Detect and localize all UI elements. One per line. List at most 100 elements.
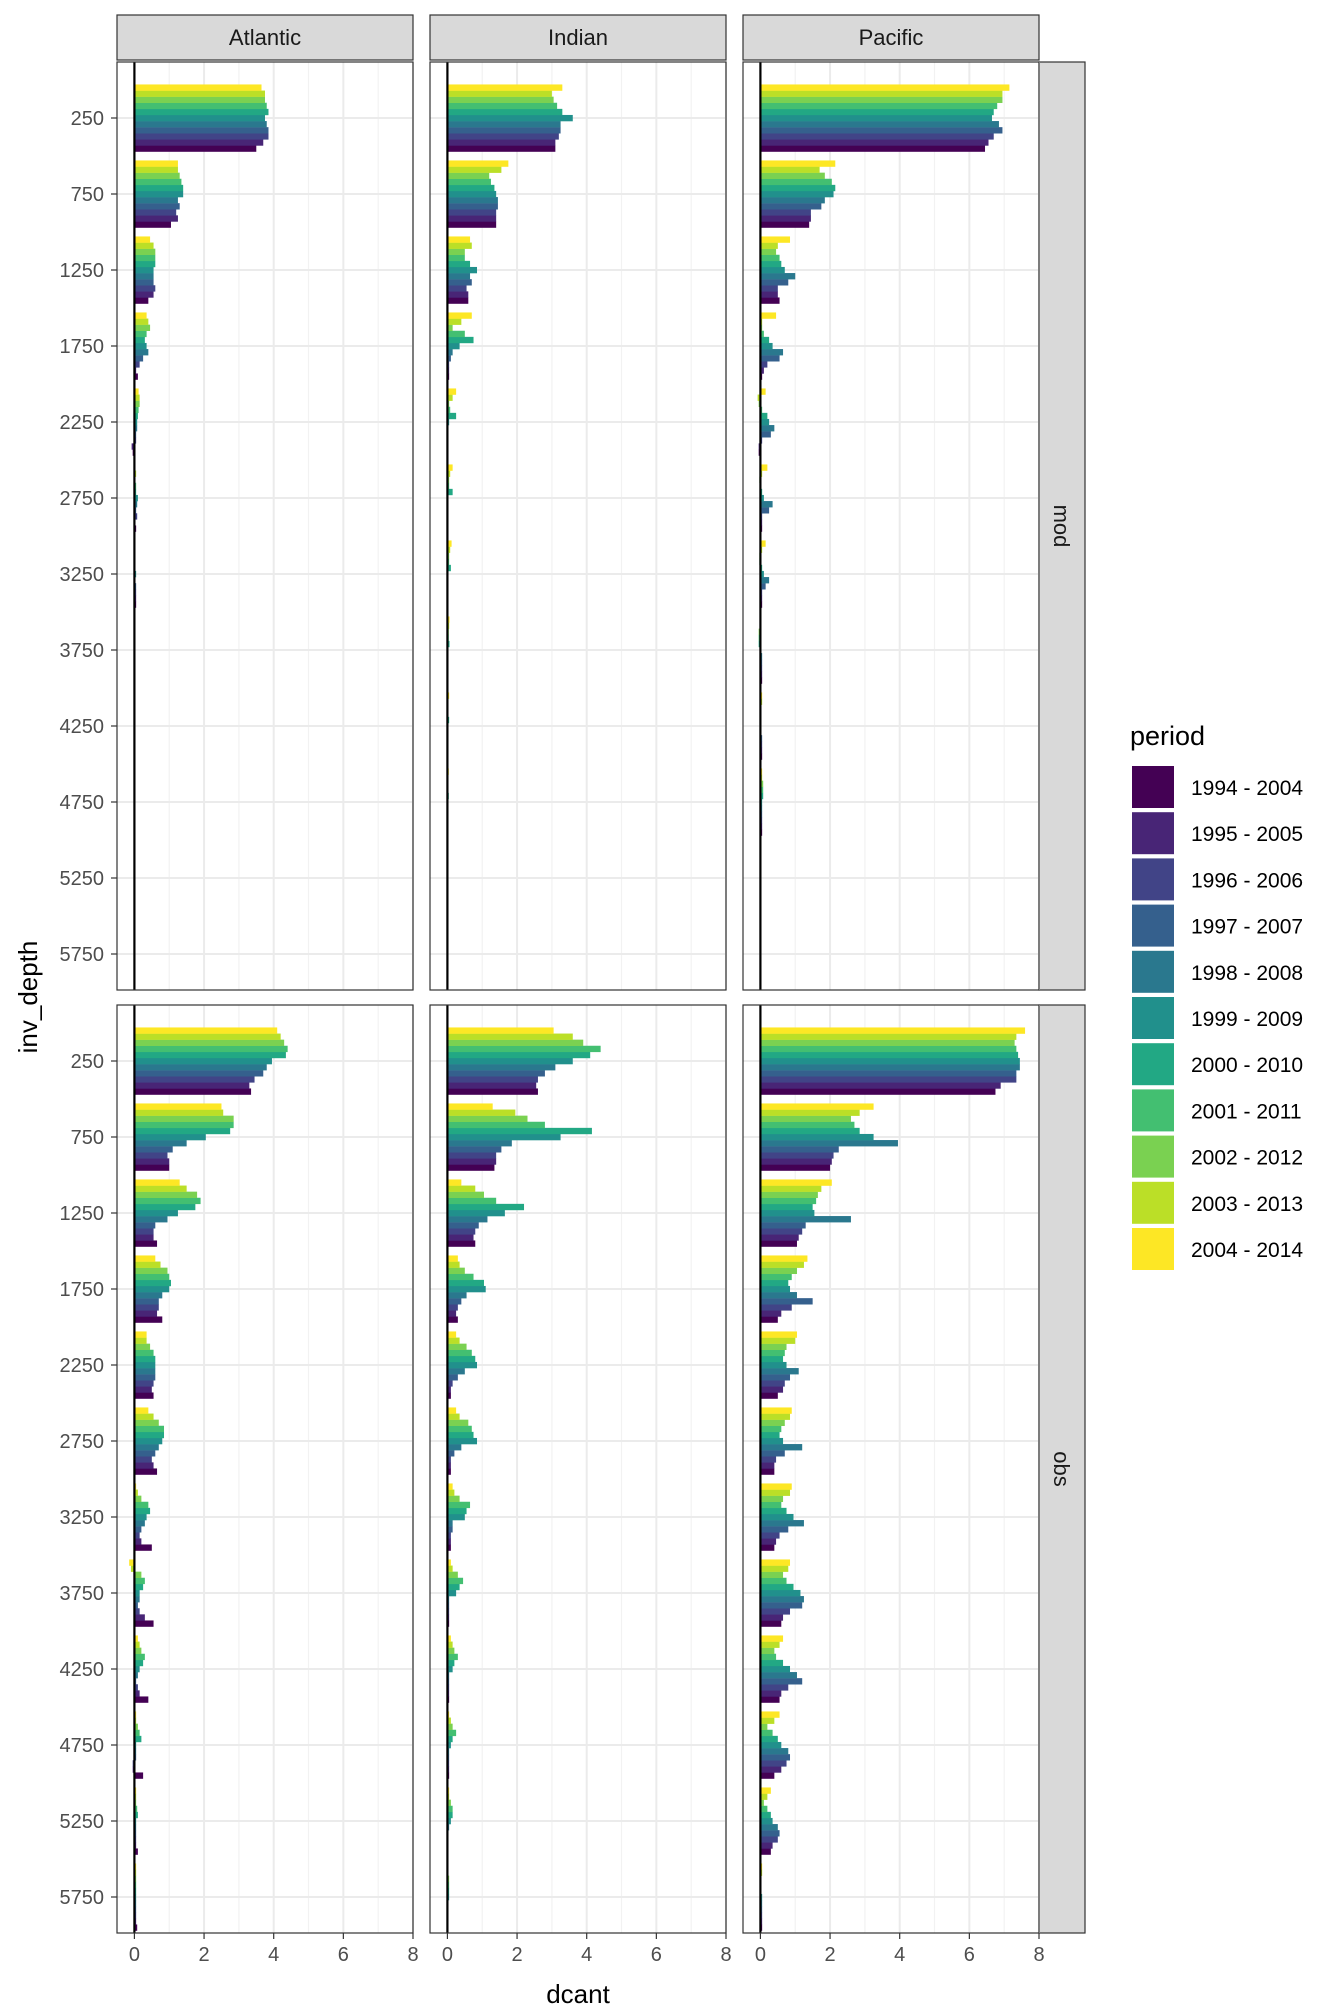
bar-pacific-obs-2250-1996-2006 bbox=[760, 1380, 785, 1387]
bar-pacific-obs-250-1995-2005 bbox=[760, 1082, 1001, 1089]
panel-pacific-obs bbox=[742, 1004, 1040, 1934]
bar-atlantic-obs-3750-1996-2006 bbox=[134, 1608, 140, 1615]
bar-pacific-mod-1250-2000-2010 bbox=[760, 260, 782, 268]
bar-pacific-mod-4750-2000-2010 bbox=[760, 792, 764, 800]
bar-atlantic-mod-1750-2000-2010 bbox=[134, 336, 145, 344]
bar-indian-obs-2750-1996-2006 bbox=[447, 1456, 451, 1463]
panel-atlantic-obs bbox=[116, 1004, 414, 1934]
bar-atlantic-obs-1750-1998-2008 bbox=[134, 1292, 163, 1299]
legend-key-1998-2008 bbox=[1132, 950, 1174, 993]
bar-indian-obs-2250-2004-2014 bbox=[447, 1331, 457, 1338]
bar-pacific-mod-4750-2002-2012 bbox=[760, 780, 764, 787]
legend-key-2000-2010 bbox=[1132, 1043, 1174, 1086]
bar-indian-obs-750-2004-2014 bbox=[447, 1103, 493, 1110]
bar-atlantic-mod-2750-1996-2006 bbox=[134, 513, 138, 520]
bar-pacific-mod-250-2004-2014 bbox=[760, 84, 1010, 91]
bar-indian-obs-750-1995-2005 bbox=[447, 1158, 497, 1165]
bar-pacific-obs-1750-1998-2008 bbox=[760, 1292, 797, 1299]
bar-atlantic-obs-2750-1995-2005 bbox=[134, 1462, 154, 1469]
bar-pacific-obs-4250-1994-2004 bbox=[760, 1696, 780, 1703]
bar-atlantic-obs-3750-1994-2004 bbox=[134, 1620, 154, 1627]
bar-indian-obs-3750-2001-2011 bbox=[447, 1577, 464, 1585]
bar-atlantic-obs-1750-2000-2010 bbox=[134, 1279, 171, 1287]
bar-indian-obs-3250-1997-2007 bbox=[447, 1526, 453, 1533]
bar-atlantic-obs-3250-2003-2013 bbox=[134, 1489, 138, 1496]
bar-atlantic-mod-750-1999-2009 bbox=[134, 190, 184, 198]
bar-atlantic-obs-1750-1997-2007 bbox=[134, 1298, 159, 1305]
bar-pacific-obs-1750-2002-2012 bbox=[760, 1267, 797, 1274]
strip-atlantic bbox=[116, 14, 414, 61]
bar-atlantic-mod-1250-1996-2006 bbox=[134, 285, 156, 292]
bar-pacific-mod-3250-1997-2007 bbox=[760, 583, 766, 590]
legend-label-1994-2004: 1994 - 2004 bbox=[1191, 777, 1303, 800]
bar-pacific-obs-250-2004-2014 bbox=[760, 1027, 1026, 1034]
x-tick-label-indian-2: 2 bbox=[511, 1944, 522, 1966]
bar-indian-mod-250-1996-2006 bbox=[447, 133, 559, 140]
bar-pacific-obs-5250-1994-2004 bbox=[760, 1848, 771, 1855]
bar-atlantic-obs-4250-1995-2005 bbox=[134, 1690, 140, 1697]
bar-pacific-obs-2250-2002-2012 bbox=[760, 1343, 787, 1350]
bar-pacific-obs-4750-2003-2013 bbox=[760, 1717, 775, 1724]
bar-atlantic-obs-2750-1996-2006 bbox=[134, 1456, 152, 1463]
bar-atlantic-obs-1250-2004-2014 bbox=[134, 1179, 180, 1186]
bar-indian-obs-4250-2001-2011 bbox=[447, 1653, 458, 1661]
x-tick-label-atlantic-0: 0 bbox=[129, 1944, 140, 1966]
bar-atlantic-obs-3750-1995-2005 bbox=[134, 1614, 145, 1621]
bar-pacific-mod-2250-2004-2014 bbox=[760, 388, 766, 395]
panel-border bbox=[116, 61, 414, 991]
bar-pacific-obs-5250-1998-2008 bbox=[760, 1824, 778, 1831]
bar-pacific-mod-250-1999-2009 bbox=[760, 114, 992, 122]
y-tick-label-mod-1750: 1750 bbox=[60, 336, 105, 358]
bar-indian-mod-250-2000-2010 bbox=[447, 108, 563, 116]
bar-pacific-mod-1750-2004-2014 bbox=[760, 312, 777, 319]
x-tick-label-atlantic-4: 4 bbox=[268, 1944, 279, 1966]
bar-indian-mod-2750-2000-2010 bbox=[447, 488, 453, 496]
bar-atlantic-obs-4750-2000-2010 bbox=[134, 1735, 142, 1743]
facet-row-strips: mod obs bbox=[1038, 61, 1086, 1934]
bar-indian-mod-1250-2002-2012 bbox=[447, 248, 465, 255]
bar-atlantic-obs-2750-2002-2012 bbox=[134, 1419, 159, 1426]
bar-atlantic-mod-250-1994-2004 bbox=[134, 145, 257, 152]
bar-pacific-obs-750-1997-2007 bbox=[760, 1146, 839, 1153]
bar-atlantic-obs-1750-1999-2009 bbox=[134, 1285, 170, 1293]
bar-pacific-obs-750-1996-2006 bbox=[760, 1152, 834, 1159]
bar-pacific-mod-250-1994-2004 bbox=[760, 145, 986, 152]
bar-atlantic-mod-250-2001-2011 bbox=[134, 102, 267, 110]
bar-pacific-obs-4250-2004-2014 bbox=[760, 1635, 784, 1642]
bar-pacific-obs-2750-1998-2008 bbox=[760, 1444, 803, 1451]
bar-atlantic-obs-4750-2002-2012 bbox=[134, 1723, 138, 1730]
bar-atlantic-mod-1250-2002-2012 bbox=[134, 248, 156, 255]
bar-pacific-obs-4750-1998-2008 bbox=[760, 1748, 789, 1755]
bar-atlantic-obs-250-1998-2008 bbox=[134, 1064, 267, 1071]
bar-atlantic-obs-3250-1999-2009 bbox=[134, 1513, 147, 1521]
bar-atlantic-mod-2250-1998-2008 bbox=[134, 425, 138, 432]
bar-pacific-mod-750-1996-2006 bbox=[760, 209, 811, 216]
bar-atlantic-obs-1750-1996-2006 bbox=[134, 1304, 159, 1311]
bar-atlantic-mod-750-1994-2004 bbox=[134, 221, 171, 228]
bar-pacific-mod-1250-2002-2012 bbox=[760, 248, 777, 255]
bar-atlantic-mod-1250-2001-2011 bbox=[134, 254, 156, 262]
bar-pacific-mod-750-2003-2013 bbox=[760, 166, 820, 173]
y-tick-label-obs-3250: 3250 bbox=[60, 1507, 105, 1529]
panel-atlantic-mod bbox=[116, 61, 414, 991]
bar-atlantic-obs-250-1999-2009 bbox=[134, 1057, 272, 1065]
bar-pacific-obs-2250-1999-2009 bbox=[760, 1361, 787, 1369]
bar-pacific-obs-3250-2000-2010 bbox=[760, 1507, 787, 1515]
bar-atlantic-obs-2750-2003-2013 bbox=[134, 1413, 154, 1420]
bar-atlantic-obs-1250-1999-2009 bbox=[134, 1209, 178, 1217]
bar-atlantic-obs-3250-2000-2010 bbox=[134, 1507, 151, 1515]
bar-pacific-obs-3250-2003-2013 bbox=[760, 1489, 791, 1496]
bar-atlantic-obs-3250-2001-2011 bbox=[134, 1501, 149, 1509]
bar-atlantic-mod-2750-1998-2008 bbox=[134, 501, 138, 508]
bar-pacific-mod-3250-1998-2008 bbox=[760, 577, 770, 584]
bar-indian-mod-1750-2004-2014 bbox=[447, 312, 472, 319]
bar-indian-mod-1750-2001-2011 bbox=[447, 330, 465, 338]
bar-indian-mod-1750-1999-2009 bbox=[447, 342, 460, 350]
bar-indian-obs-3250-2003-2013 bbox=[447, 1489, 455, 1496]
panel-border bbox=[742, 1004, 1040, 1934]
strip-label-obs: obs bbox=[1049, 1451, 1074, 1486]
y-tick-label-mod-2750: 2750 bbox=[60, 488, 105, 510]
bar-pacific-mod-1250-1998-2008 bbox=[760, 273, 796, 280]
bar-pacific-mod-750-1999-2009 bbox=[760, 190, 834, 198]
bar-pacific-obs-5250-2002-2012 bbox=[760, 1799, 764, 1806]
